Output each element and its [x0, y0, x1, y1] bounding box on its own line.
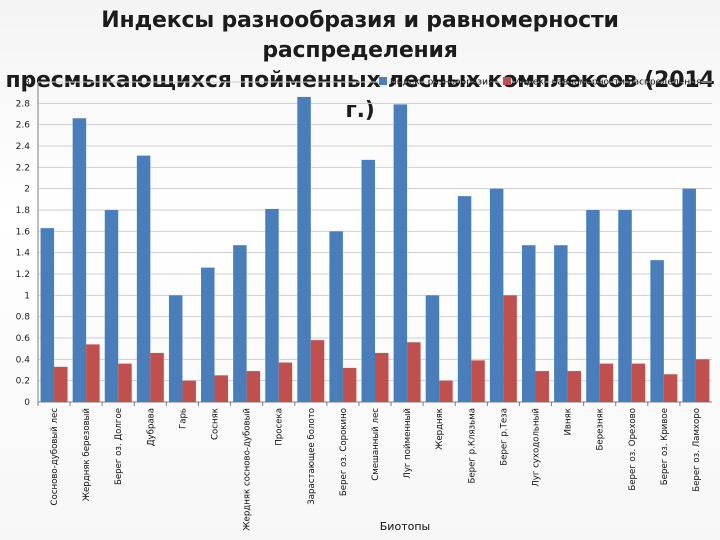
bar-diversity-6 — [233, 245, 247, 402]
x-tick-label: Берег оз. Сорокино — [339, 408, 349, 496]
y-tick-label: 1.2 — [16, 270, 30, 280]
bar-evenness-6 — [246, 371, 261, 402]
bar-diversity-2 — [104, 210, 119, 402]
x-axis-label: Биотопы — [380, 520, 430, 533]
x-tick-label: Ивняк — [564, 408, 574, 435]
x-tick-label: Берег р.Теза — [499, 408, 509, 466]
y-tick-label: 2.6 — [16, 121, 31, 131]
bar-diversity-0 — [40, 228, 55, 402]
bar-diversity-18 — [618, 210, 632, 402]
y-tick-label: 3 — [24, 78, 30, 88]
bar-evenness-8 — [310, 340, 325, 402]
bars — [40, 96, 710, 403]
bar-evenness-13 — [471, 360, 485, 402]
bar-evenness-19 — [663, 374, 678, 402]
y-tick-label: 0 — [24, 398, 30, 408]
x-axis: Сосново-дубовый лес Жердняк березовый Бере… — [37, 402, 702, 531]
bar-diversity-11 — [393, 104, 408, 403]
x-tick-label: Гарь — [178, 408, 188, 429]
chart-title-line-2: пресмыкающихся пойменных лесных комплекс… — [5, 68, 715, 123]
x-tick-label: Зарастающее болото — [307, 408, 317, 505]
x-tick-label: Жердняк — [435, 408, 445, 450]
y-tick-label: 2.2 — [16, 163, 30, 173]
x-tick-label: Берег оз. Ламхоро — [692, 408, 702, 492]
y-tick-label: 0.2 — [16, 377, 30, 387]
legend: Индекс разнообразия Индекс равномерности … — [379, 77, 701, 88]
x-tick-label: Берег р.Клязьма — [467, 408, 477, 484]
legend-label-evenness: Индекс равномерности распределения — [514, 78, 701, 88]
bar-diversity-1 — [72, 118, 87, 403]
bar-evenness-18 — [631, 363, 646, 402]
bar-diversity-4 — [168, 295, 183, 402]
bar-diversity-15 — [522, 245, 536, 402]
y-tick-label: 1 — [24, 291, 30, 301]
x-tick-label: Берег оз. Кривое — [660, 408, 670, 485]
bar-diversity-3 — [136, 155, 151, 402]
x-tick-label: Жердняк березовый — [82, 408, 92, 501]
x-tick-label: Березняк — [596, 408, 606, 450]
bar-diversity-13 — [457, 196, 472, 402]
x-tick-label: Луг суходольный — [531, 408, 541, 487]
bar-evenness-15 — [535, 371, 549, 402]
x-tick-label: Просека — [275, 408, 285, 446]
x-tick-label: Берег оз. Долгое — [114, 408, 124, 485]
bar-diversity-5 — [201, 267, 215, 402]
bar-evenness-0 — [54, 366, 68, 402]
bar-evenness-14 — [503, 295, 517, 402]
x-tick-label: Луг пойменный — [403, 408, 413, 479]
bar-evenness-10 — [375, 352, 389, 402]
bar-diversity-12 — [425, 295, 440, 402]
y-tick-label: 1.4 — [16, 249, 31, 259]
y-tick-label: 2.4 — [16, 142, 31, 152]
x-tick-label: Смешанный лес — [371, 408, 381, 481]
y-tick-label: 0.6 — [16, 334, 31, 344]
bar-diversity-8 — [297, 96, 311, 403]
x-tick-label: Дубрава — [146, 408, 156, 446]
y-tick-label: 1.6 — [16, 227, 31, 237]
bar-diversity-20 — [682, 188, 696, 402]
y-tick-label: 0.4 — [16, 355, 31, 365]
bar-evenness-7 — [278, 362, 293, 402]
legend-label-diversity: Индекс разнообразия — [390, 78, 493, 88]
bar-diversity-7 — [265, 208, 279, 402]
legend-swatch-evenness — [503, 77, 511, 85]
x-tick-label: Сосново-дубовый лес — [50, 408, 60, 506]
bar-diversity-10 — [361, 159, 375, 402]
x-tick-label: Берег оз. Орехово — [628, 408, 638, 491]
bar-evenness-12 — [439, 380, 453, 402]
bar-evenness-11 — [407, 342, 421, 402]
x-tick-label: Жердняк сосново-дубовый — [243, 408, 253, 531]
bar-evenness-4 — [182, 380, 196, 402]
y-tick-label: 0.8 — [16, 313, 31, 323]
bar-evenness-1 — [86, 344, 100, 402]
y-tick-label: 1.8 — [16, 206, 31, 216]
chart-title: Индексы разнообразия и равномерности рас… — [0, 6, 720, 126]
chart-title-line-1: Индексы разнообразия и равномерности рас… — [101, 8, 619, 63]
legend-swatch-diversity — [379, 77, 387, 85]
bar-evenness-17 — [599, 363, 614, 402]
bar-diversity-16 — [554, 245, 568, 402]
x-tick-label: Сосняк — [211, 408, 221, 440]
y-axis: 0 0.2 0.4 0.6 0.8 1 1.2 1.4 1.6 1.8 2 2.2 2.4 2.6 2.8 3 — [16, 78, 39, 408]
bar-evenness-2 — [118, 363, 132, 402]
bar-diversity-14 — [489, 188, 504, 402]
bar-diversity-19 — [650, 260, 664, 402]
bar-evenness-9 — [342, 367, 357, 402]
bar-evenness-5 — [214, 375, 228, 402]
bar-evenness-16 — [567, 371, 582, 402]
bar-evenness-20 — [695, 359, 710, 402]
bar-diversity-9 — [329, 231, 343, 402]
bar-evenness-3 — [150, 352, 164, 402]
bar-diversity-17 — [586, 210, 600, 402]
y-tick-label: 2.8 — [16, 99, 31, 109]
y-tick-label: 2 — [24, 185, 30, 195]
